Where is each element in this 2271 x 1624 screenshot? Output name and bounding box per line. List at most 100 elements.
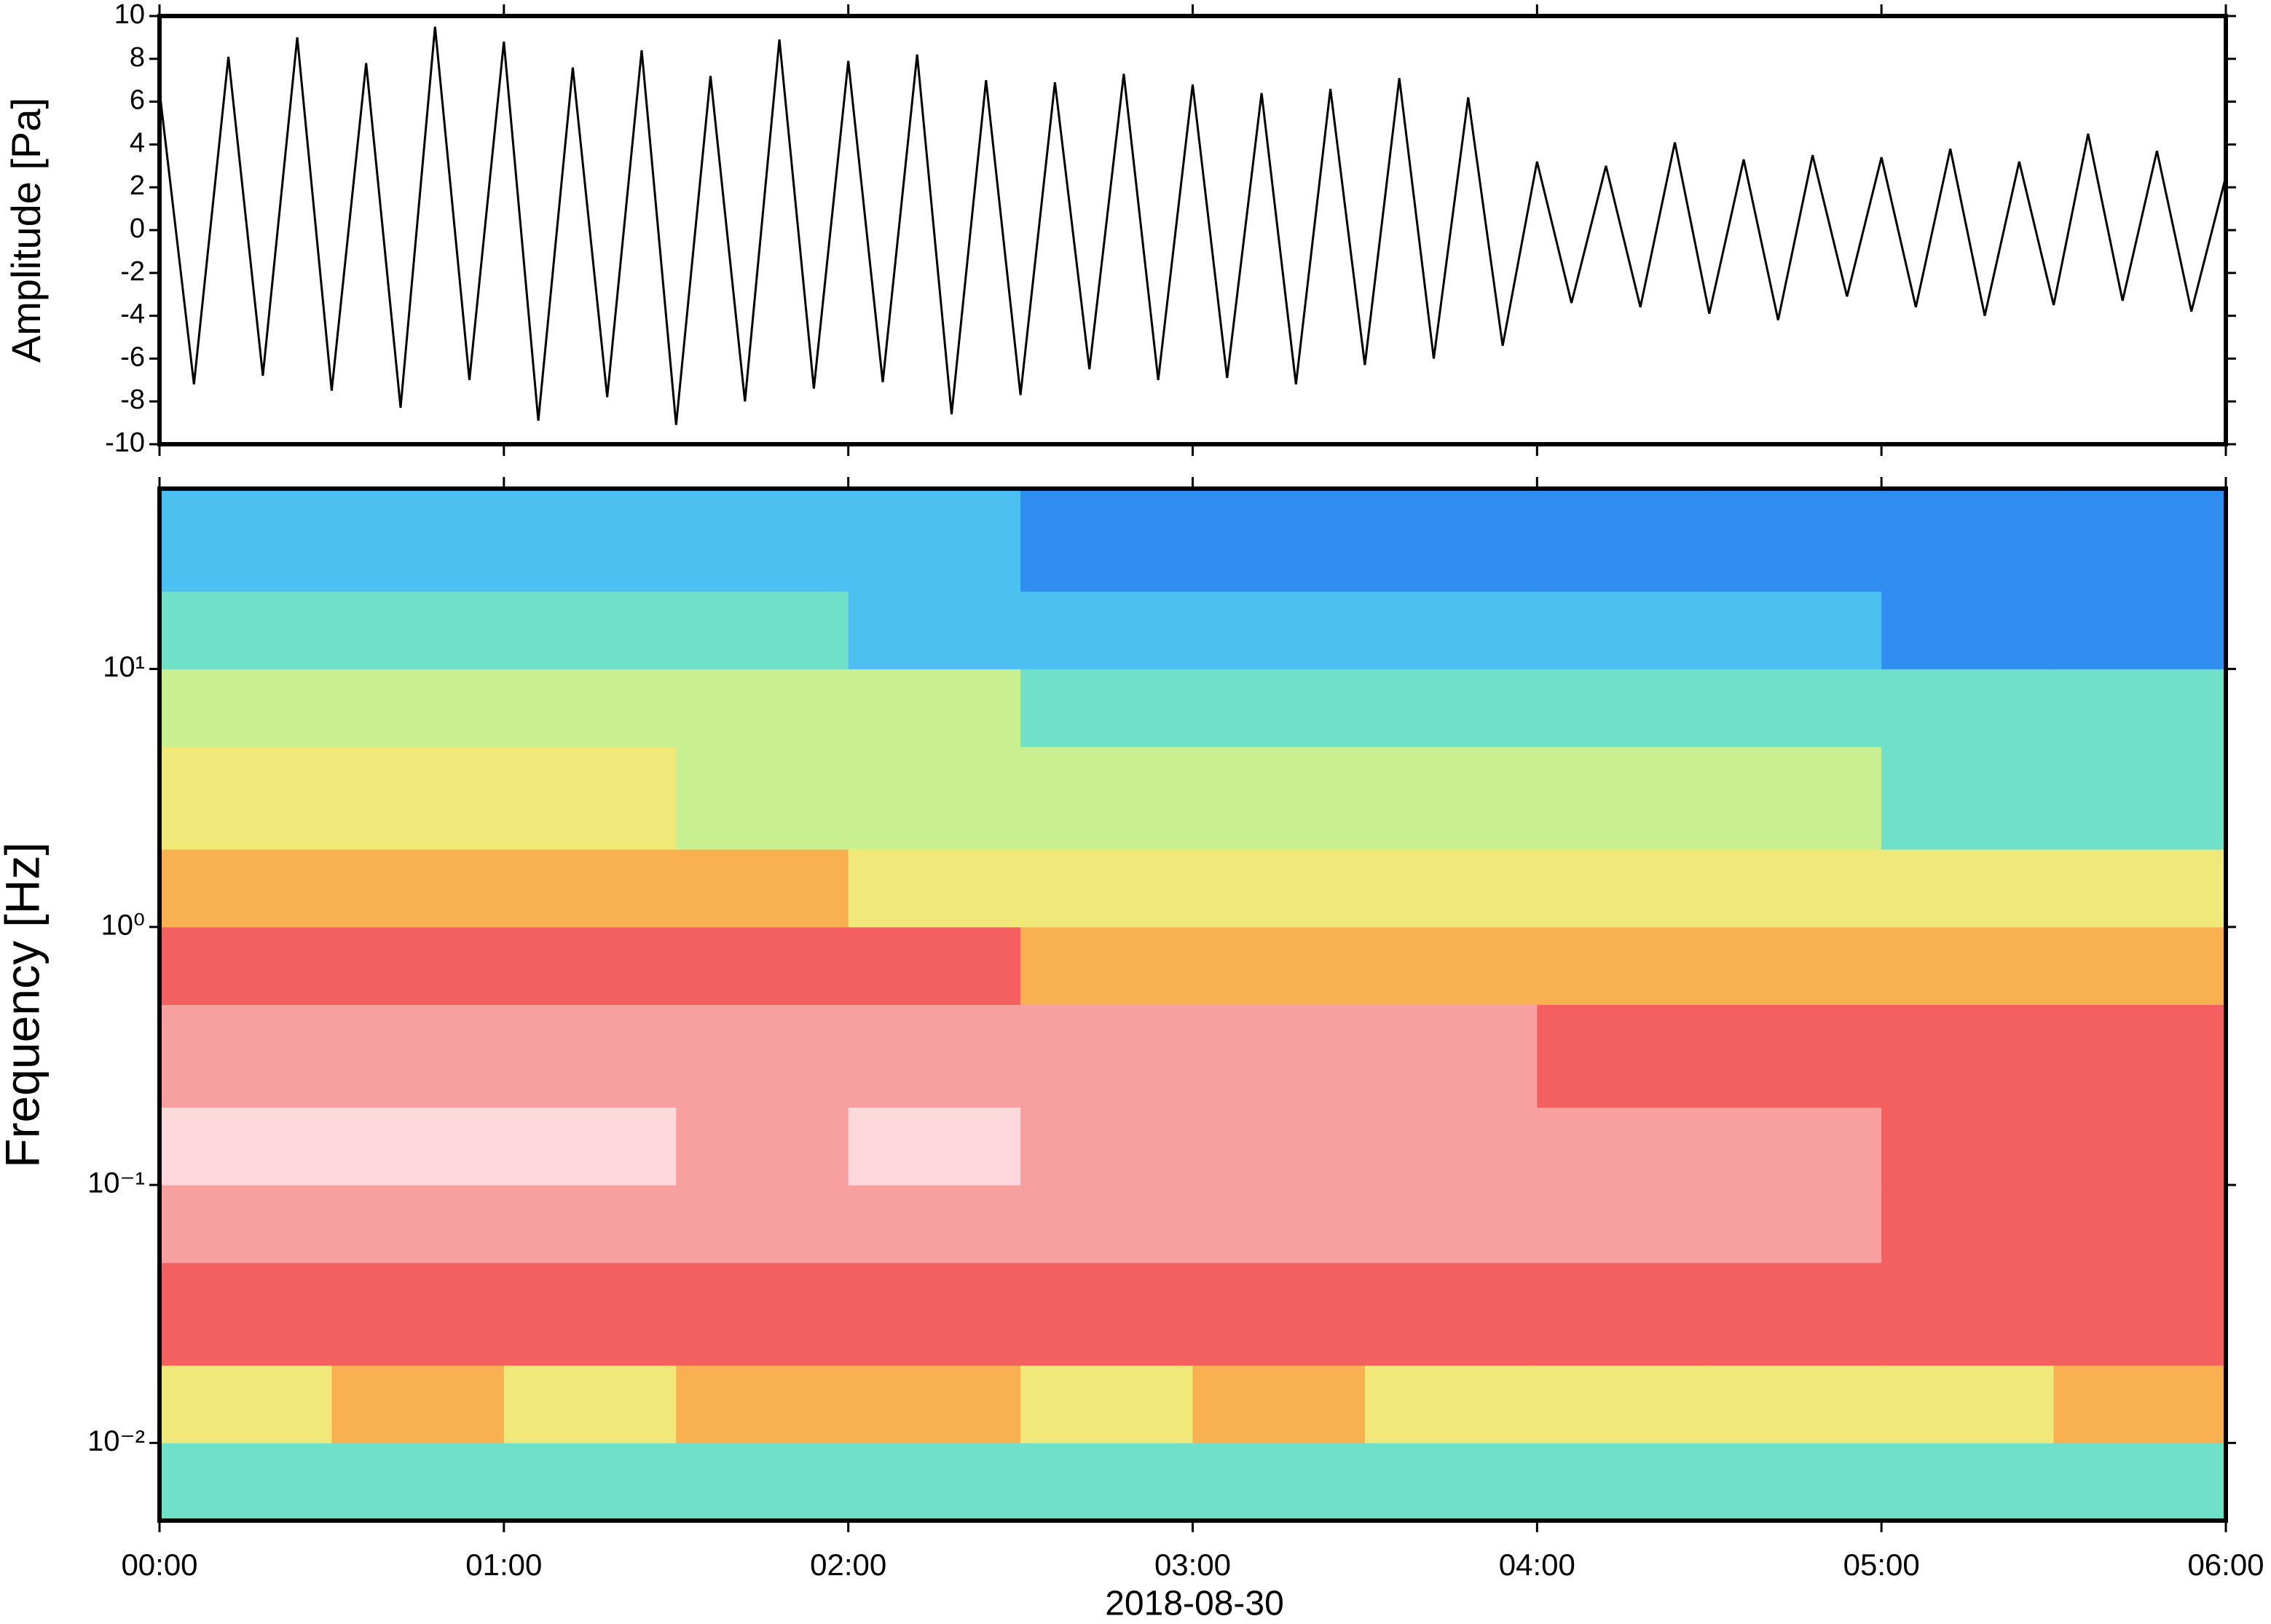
spectrogram-cell (2053, 849, 2227, 928)
spectrogram-cell (848, 1443, 1021, 1521)
spectrogram-cell (1020, 1004, 1193, 1108)
y-tick-label: 0 (130, 213, 145, 244)
spectrogram-cell (1881, 1262, 2055, 1366)
spectrogram-cell (503, 591, 677, 670)
spectrogram-cell (503, 1004, 677, 1108)
spectrogram-cell (848, 926, 1021, 1005)
spectrogram-cell (1192, 1185, 1366, 1264)
spectrogram-cell (1881, 849, 2055, 928)
x-tick-label: 06:00 (2187, 1548, 2264, 1582)
spectrogram-cell (848, 1185, 1021, 1264)
y-tick-label: -2 (120, 256, 145, 287)
spectrogram-cell (1020, 591, 1193, 670)
spectrogram-cell (676, 1443, 849, 1521)
x-tick-label: 04:00 (1499, 1548, 1575, 1582)
spectrogram-cell (1537, 746, 1710, 850)
x-tick-label: 01:00 (465, 1548, 542, 1582)
spectrogram-cell (848, 591, 1021, 670)
y-tick-label: 8 (130, 42, 145, 73)
spectrogram-cell (1364, 669, 1538, 747)
spectrogram-cell (331, 746, 505, 850)
spectrogram-cell (503, 849, 677, 928)
spectrogram-cell (848, 489, 1021, 592)
spectrogram-cell (160, 1004, 332, 1108)
spectrogram-cell (1709, 1185, 1882, 1264)
spectrogram-cell (1364, 1262, 1538, 1366)
spectrogram-cell (331, 1443, 505, 1521)
spectrogram-cell (331, 926, 505, 1005)
spectrogram-cell (1537, 926, 1710, 1005)
spectrogram-cell (1881, 669, 2055, 747)
x-tick-label: 03:00 (1154, 1548, 1231, 1582)
spectrogram-cell (1537, 849, 1710, 928)
spectrogram-cell (1709, 591, 1882, 670)
spectrogram-cell (1709, 849, 1882, 928)
spectrogram-cell (1881, 1004, 2055, 1108)
spectrogram-cell (2053, 1365, 2227, 1443)
spectrogram-cell (1192, 926, 1366, 1005)
spectrogram-cell (1881, 1443, 2055, 1521)
spectrogram-cell (848, 1107, 1021, 1186)
spectrogram-cell (1364, 1107, 1538, 1186)
spectrogram-cell (160, 1443, 332, 1521)
spectrogram-cell (331, 669, 505, 747)
spectrogram-cell (1881, 926, 2055, 1005)
spectrogram-cell (503, 489, 677, 592)
spectrogram-cell (848, 849, 1021, 928)
spectrogram-cell (848, 746, 1021, 850)
spectrogram-cell (1020, 669, 1193, 747)
spectrogram-cell (1709, 669, 1882, 747)
spectrogram-cell (676, 669, 849, 747)
spectrogram-cell (1709, 1365, 1882, 1443)
spectrogram-cell (503, 926, 677, 1005)
spectrogram-cell (676, 1365, 849, 1443)
y-tick-label: -6 (120, 342, 145, 372)
spectrogram-cell (1709, 1443, 1882, 1521)
spectrogram-cell (676, 1107, 849, 1186)
x-tick-label: 05:00 (1843, 1548, 1920, 1582)
spectrogram-cell (1881, 591, 2055, 670)
spectrogram-cell (1020, 1365, 1193, 1443)
spectrogram-cell (1364, 849, 1538, 928)
spectrogram-cell (1537, 1443, 1710, 1521)
spectrogram-cell (160, 1262, 332, 1366)
spectrogram-cell (160, 489, 332, 592)
spectrogram-cell (2053, 1107, 2227, 1186)
spectrogram-cell (331, 489, 505, 592)
y-axis-label: Amplitude [Pa] (3, 98, 49, 363)
spectrogram-cell (676, 591, 849, 670)
spectrogram-cell (160, 926, 332, 1005)
y-tick-label: 10⁻² (87, 1425, 145, 1457)
spectrogram-cell (331, 1107, 505, 1186)
spectrogram-cell (1881, 1107, 2055, 1186)
spectrogram-cell (1364, 1365, 1538, 1443)
spectrogram-cell (1364, 926, 1538, 1005)
y-tick-label: 10¹ (103, 651, 145, 683)
spectrogram-cell (1192, 1107, 1366, 1186)
spectrogram-cell (1537, 1185, 1710, 1264)
spectrogram-cell (2053, 746, 2227, 850)
spectrogram-cell (503, 1185, 677, 1264)
y-tick-label: -4 (120, 299, 145, 330)
spectrogram-cell (2053, 669, 2227, 747)
spectrogram-cell (1881, 1365, 2055, 1443)
spectrogram-cell (2053, 926, 2227, 1005)
spectrogram-cell (1192, 1365, 1366, 1443)
spectrogram-cell (676, 746, 849, 850)
spectrogram-cell (1020, 746, 1193, 850)
spectrogram-cell (1537, 489, 1710, 592)
spectrogram-cell (1881, 746, 2055, 850)
spectrogram-cell (1192, 669, 1366, 747)
spectrogram-cell (503, 1107, 677, 1186)
spectrogram-cell (676, 1185, 849, 1264)
spectrogram-cell (1020, 849, 1193, 928)
spectrogram-cell (848, 1004, 1021, 1108)
spectrogram-cell (160, 669, 332, 747)
spectrogram-cell (848, 669, 1021, 747)
spectrogram-cell (1709, 1262, 1882, 1366)
spectrogram-cell (1537, 1365, 1710, 1443)
spectrogram-cell (1192, 1262, 1366, 1366)
spectrogram-cell (1709, 489, 1882, 592)
